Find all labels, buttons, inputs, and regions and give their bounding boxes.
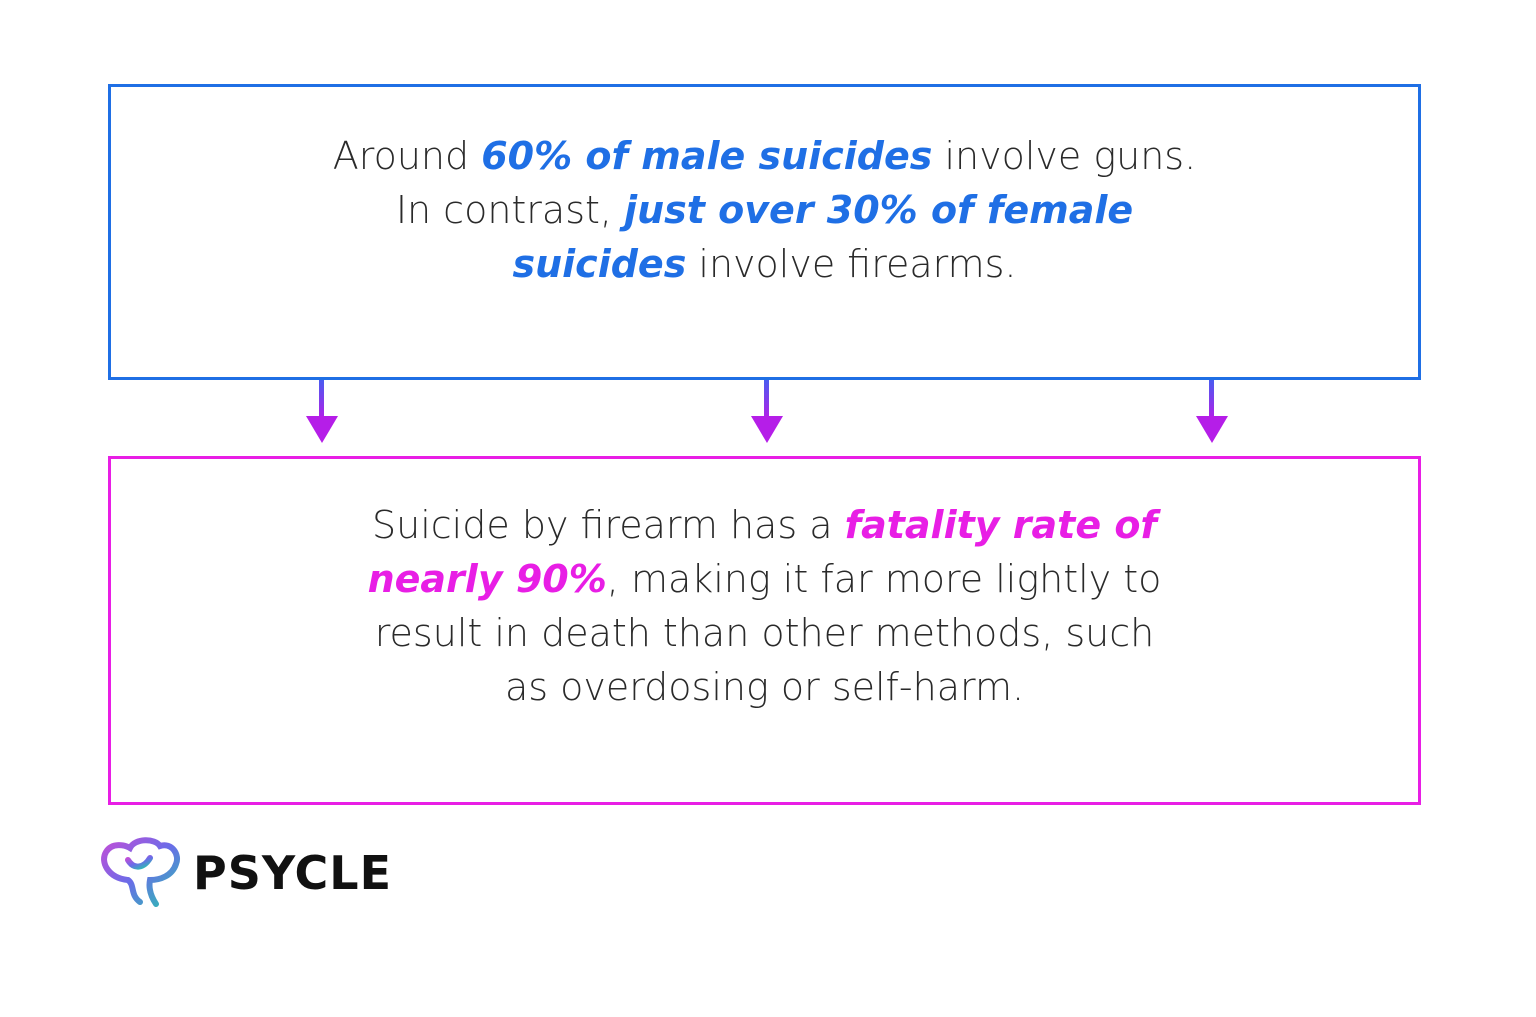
logo-text: PSYCLE bbox=[193, 846, 393, 900]
text-line: In contrast, just over 30% of female bbox=[396, 183, 1133, 237]
text: involve firearms. bbox=[686, 242, 1017, 286]
arrow bbox=[1196, 380, 1228, 443]
arrow bbox=[751, 380, 783, 443]
highlight-text: fatality rate of bbox=[844, 502, 1157, 547]
highlight-text: just over 30% of female bbox=[624, 188, 1134, 232]
text: as overdosing or self-harm. bbox=[504, 664, 1025, 709]
text-line: suicides involve firearms. bbox=[512, 237, 1016, 291]
highlight-text: nearly 90% bbox=[367, 556, 607, 601]
text-line: result in death than other methods, such bbox=[375, 606, 1154, 660]
text: , making it far more lightly to bbox=[606, 556, 1162, 601]
logo-icon bbox=[101, 837, 180, 907]
top-box: Around 60% of male suicides involve guns… bbox=[108, 84, 1421, 380]
highlight-text: suicides bbox=[512, 242, 687, 286]
arrow bbox=[306, 380, 338, 443]
text: Around bbox=[332, 134, 482, 178]
text: involve guns. bbox=[932, 134, 1197, 178]
text: Suicide by firearm has a bbox=[372, 502, 845, 547]
text-line: Around 60% of male suicides involve guns… bbox=[333, 129, 1196, 183]
text: result in death than other methods, such bbox=[374, 610, 1155, 655]
text-line: nearly 90%, making it far more lightly t… bbox=[368, 552, 1162, 606]
bottom-box: Suicide by firearm has a fatality rate o… bbox=[108, 456, 1421, 805]
text-line: as overdosing or self-harm. bbox=[505, 660, 1024, 714]
highlight-text: 60% of male suicides bbox=[481, 134, 933, 178]
text: In contrast, bbox=[395, 188, 625, 232]
text-line: Suicide by firearm has a fatality rate o… bbox=[372, 498, 1157, 552]
